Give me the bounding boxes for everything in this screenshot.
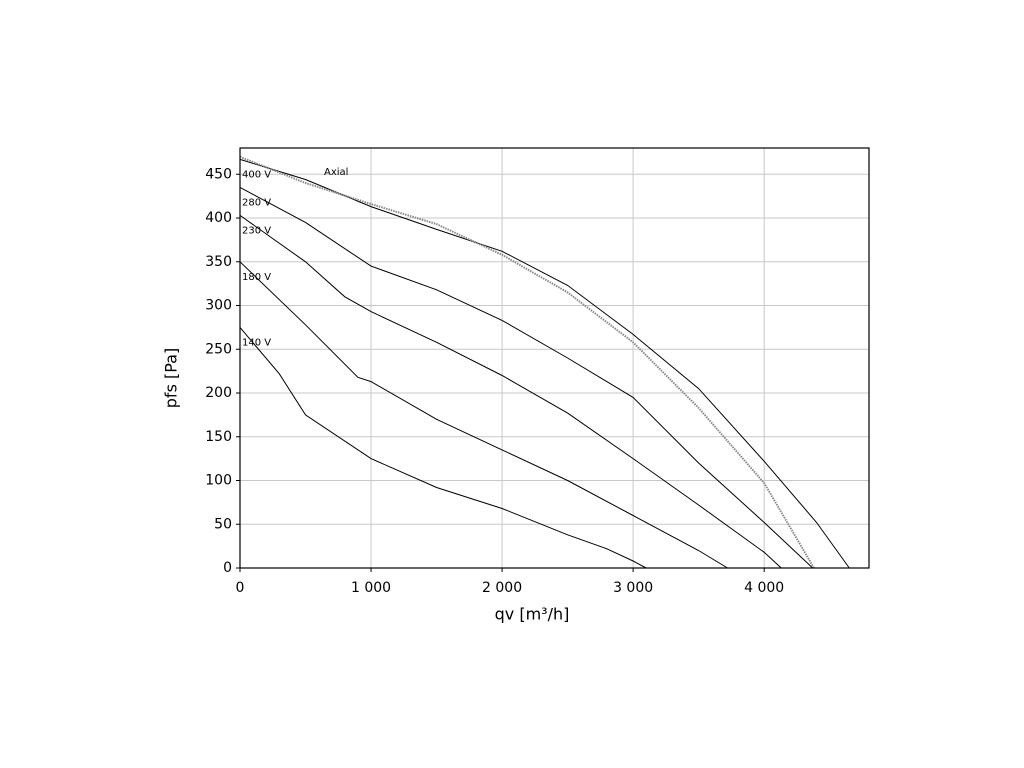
y-axis-title: pfs [Pa] (162, 348, 181, 408)
y-tick-label: 50 (214, 516, 232, 532)
series-label: 140 V (242, 337, 271, 348)
series-label: 230 V (242, 225, 271, 236)
series-label: Axial (324, 167, 348, 178)
x-axis-title: qv [m³/h] (495, 605, 570, 624)
y-tick-label: 450 (205, 166, 232, 182)
y-tick-label: 300 (205, 298, 232, 314)
y-tick-label: 150 (205, 429, 232, 445)
series-line (239, 155, 815, 569)
x-tick-label: 1 000 (351, 580, 391, 596)
x-tick-label: 3 000 (613, 580, 653, 596)
y-tick-label: 100 (205, 473, 232, 489)
series-label: 400 V (242, 169, 271, 180)
y-tick-label: 350 (205, 254, 232, 270)
y-tick-label: 250 (205, 341, 232, 357)
series-line (239, 261, 728, 569)
y-tick-label: 0 (223, 560, 232, 576)
series-line (239, 214, 782, 569)
series-label: 180 V (242, 272, 271, 283)
x-tick-label: 0 (236, 580, 245, 596)
series-line (239, 186, 814, 569)
series-line (239, 158, 850, 569)
x-tick-label: 4 000 (744, 580, 784, 596)
series-line (239, 327, 647, 569)
series-label: 280 V (242, 197, 271, 208)
x-tick-label: 2 000 (482, 580, 522, 596)
y-tick-label: 400 (205, 210, 232, 226)
y-tick-label: 200 (205, 385, 232, 401)
plot-frame (239, 147, 870, 569)
